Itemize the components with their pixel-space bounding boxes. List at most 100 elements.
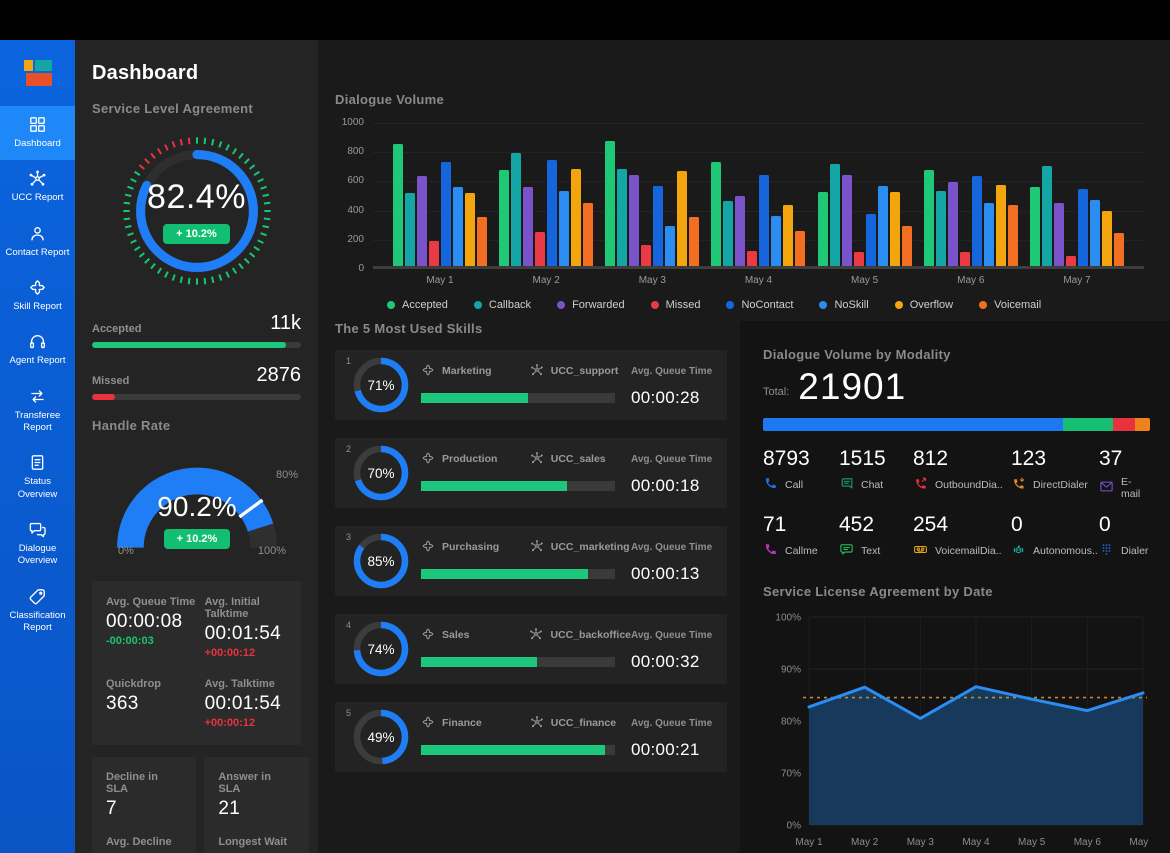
sidebar-item-skill-report[interactable]: Skill Report	[0, 269, 75, 323]
page-title: Dashboard	[92, 62, 199, 84]
bar-noskill[interactable]	[771, 215, 782, 266]
sidebar-item-ucc-report[interactable]: UCC Report	[0, 160, 75, 214]
legend-dot	[557, 301, 566, 309]
bar-nocontact[interactable]	[1077, 188, 1088, 266]
bar-callback[interactable]	[829, 164, 840, 266]
skill-ring: 70%	[353, 445, 409, 501]
svg-text:May 5: May 5	[1018, 837, 1046, 848]
sidebar-item-status-overview[interactable]: Status Overview	[0, 444, 75, 511]
bar-voicemail[interactable]	[1113, 233, 1124, 266]
app-logo[interactable]	[0, 40, 75, 106]
bar-nocontact[interactable]	[759, 174, 770, 266]
bar-overflow[interactable]	[1101, 211, 1112, 266]
bar-missed[interactable]	[429, 241, 439, 266]
bar-nocontact[interactable]	[971, 175, 982, 266]
bar-overflow[interactable]	[783, 204, 794, 266]
bar-overflow[interactable]	[571, 169, 582, 266]
sidebar-item-dialogue-overview[interactable]: Dialogue Overview	[0, 511, 75, 578]
skill-row-finance[interactable]: 5 49% Finance UCC_finance Avg. Queue Time 00:…	[335, 702, 727, 772]
bar-accepted[interactable]	[499, 170, 510, 266]
bar-callback[interactable]	[723, 201, 734, 266]
bar-nocontact[interactable]	[441, 162, 451, 266]
legend-item-callback[interactable]: Callback	[473, 299, 532, 311]
modality-segment	[763, 418, 1063, 431]
modality-segment	[1113, 418, 1135, 431]
bar-noskill[interactable]	[559, 190, 570, 266]
stat-label: Avg. Talktime	[204, 678, 275, 690]
bar-nocontact[interactable]	[653, 185, 664, 266]
bar-chart-x-axis: May 1 May 2 May 3 May 4 May 5 May 6 May 7	[373, 269, 1144, 286]
bar-overflow[interactable]	[995, 184, 1006, 266]
skill-icon	[421, 627, 435, 644]
bar-group-may-7	[1029, 123, 1124, 266]
bar-callback[interactable]	[405, 193, 415, 266]
bar-voicemail[interactable]	[1007, 205, 1018, 266]
bar-accepted[interactable]	[393, 144, 403, 266]
bar-forwarded[interactable]	[629, 174, 640, 266]
sidebar-item-classification-report[interactable]: Classification Report	[0, 578, 75, 645]
skill-row-marketing[interactable]: 1 71% Marketing UCC_support Avg. Queue Time 0…	[335, 350, 727, 420]
person-icon	[28, 224, 47, 243]
bar-overflow[interactable]	[677, 171, 688, 266]
skill-rank: 5	[346, 708, 352, 718]
bar-voicemail[interactable]	[795, 231, 806, 266]
bar-accepted[interactable]	[923, 169, 934, 266]
legend-item-forwarded[interactable]: Forwarded	[557, 299, 625, 311]
bar-missed[interactable]	[747, 251, 758, 266]
bar-voicemail[interactable]	[901, 225, 912, 266]
bar-accepted[interactable]	[711, 162, 722, 266]
bar-accepted[interactable]	[1029, 186, 1040, 266]
legend-label: Callback	[488, 299, 532, 311]
bar-forwarded[interactable]	[841, 175, 852, 266]
bar-missed[interactable]	[641, 245, 652, 266]
bar-noskill[interactable]	[877, 185, 888, 266]
skill-row-sales[interactable]: 4 74% Sales UCC_backoffice Avg. Queue Time 00…	[335, 614, 727, 684]
skill-row-production[interactable]: 2 70% Production UCC_sales Avg. Queue Time 00…	[335, 438, 727, 508]
bar-voicemail[interactable]	[477, 216, 487, 266]
bar-forwarded[interactable]	[735, 196, 746, 266]
bar-overflow[interactable]	[465, 193, 475, 266]
bar-accepted[interactable]	[605, 140, 616, 266]
bar-noskill[interactable]	[453, 187, 463, 266]
legend-item-missed[interactable]: Missed	[650, 299, 700, 311]
bar-missed[interactable]	[1065, 256, 1076, 266]
bar-accepted[interactable]	[817, 192, 828, 266]
bar-noskill[interactable]	[983, 202, 994, 266]
bar-forwarded[interactable]	[1053, 202, 1064, 266]
bar-voicemail[interactable]	[689, 217, 700, 266]
bar-noskill[interactable]	[1089, 200, 1100, 266]
legend-item-voicemail[interactable]: Voicemail	[979, 299, 1041, 311]
bar-missed[interactable]	[853, 252, 864, 266]
bar-callback[interactable]	[1041, 166, 1052, 266]
sidebar-item-contact-report[interactable]: Contact Report	[0, 215, 75, 269]
sla-by-date-title: Service License Agreement by Date	[763, 584, 993, 599]
x-tick-label: May 3	[638, 275, 666, 286]
modality-value: 1515	[839, 447, 886, 470]
sidebar-item-transferee-report[interactable]: Transferee Report	[0, 378, 75, 445]
skill-row-purchasing[interactable]: 3 85% Purchasing UCC_marketing Avg. Queue Ti…	[335, 526, 727, 596]
bar-callback[interactable]	[935, 190, 946, 266]
sidebar-item-dashboard[interactable]: Dashboard	[0, 106, 75, 161]
bar-voicemail[interactable]	[583, 203, 594, 266]
sidebar-item-agent-report[interactable]: Agent Report	[0, 323, 75, 377]
bar-noskill[interactable]	[665, 225, 676, 266]
skill-usage-track	[421, 744, 615, 755]
y-tick-label: 400	[347, 204, 364, 216]
legend-item-overflow[interactable]: Overflow	[894, 299, 953, 311]
bar-forwarded[interactable]	[417, 175, 427, 266]
legend-item-nocontact[interactable]: NoContact	[726, 299, 793, 311]
legend-item-noskill[interactable]: NoSkill	[819, 299, 869, 311]
bar-nocontact[interactable]	[547, 160, 558, 266]
bar-missed[interactable]	[535, 232, 546, 266]
bar-overflow[interactable]	[889, 192, 900, 266]
bar-callback[interactable]	[617, 169, 628, 266]
bar-nocontact[interactable]	[865, 213, 876, 266]
handle-rate-min-label: 0%	[118, 545, 134, 557]
bar-forwarded[interactable]	[947, 182, 958, 266]
bar-callback[interactable]	[511, 153, 522, 266]
legend-item-accepted[interactable]: Accepted	[387, 299, 448, 311]
bar-missed[interactable]	[959, 252, 970, 266]
bar-forwarded[interactable]	[523, 186, 534, 266]
y-tick-label: 800	[347, 146, 364, 158]
